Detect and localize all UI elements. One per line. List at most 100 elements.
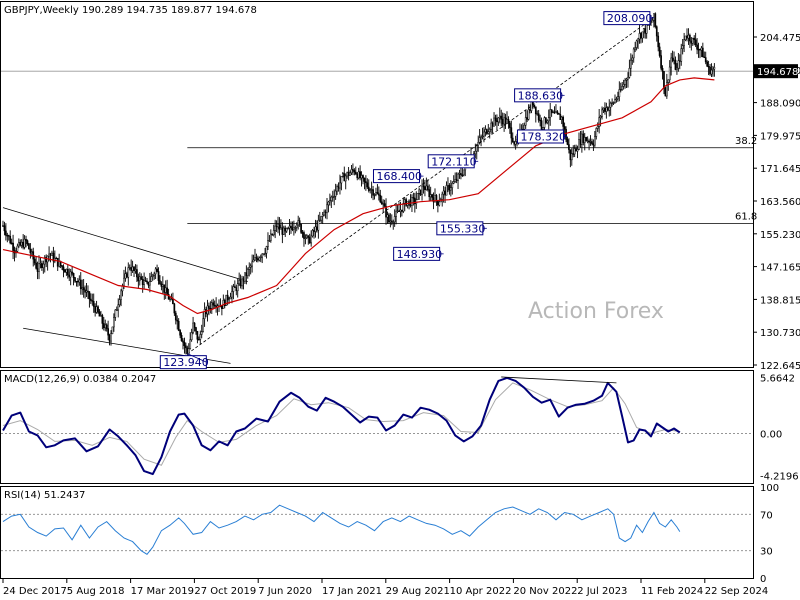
candle-body <box>293 227 295 230</box>
candle-body <box>226 294 229 301</box>
candle-body <box>285 228 288 232</box>
candle-body <box>401 209 403 212</box>
y-tick-label: 130.730 <box>760 328 800 339</box>
candle-body <box>437 200 439 206</box>
candle-body <box>481 135 484 138</box>
macd-signal-line <box>2 382 680 466</box>
candle-body <box>599 116 602 118</box>
candle-body <box>110 333 112 342</box>
candle-body <box>173 303 176 314</box>
x-tick-label: 10 Apr 2022 <box>450 586 512 597</box>
candle-body <box>641 31 644 39</box>
candle-body <box>136 269 138 278</box>
candle-body <box>529 109 531 111</box>
candle-body <box>653 13 655 21</box>
macd-panel <box>1 376 753 476</box>
candle-body <box>360 175 363 179</box>
candle-body <box>190 332 193 341</box>
candle-body <box>180 335 183 342</box>
x-tick-label: 27 Oct 2019 <box>194 586 256 597</box>
candle-body <box>634 47 637 50</box>
candle-body <box>339 182 341 189</box>
candle-body <box>684 35 687 40</box>
candle-body <box>281 227 284 235</box>
x-tick-label: 24 Dec 2017 <box>3 586 67 597</box>
candle-body <box>39 263 42 265</box>
candle-body <box>268 240 271 242</box>
candle-body <box>435 195 438 201</box>
candle-body <box>632 48 635 59</box>
candle-body <box>85 290 88 293</box>
candle-body <box>321 214 324 217</box>
candle-body <box>347 172 350 176</box>
candle-body <box>372 189 374 196</box>
candle-body <box>115 309 118 311</box>
candle-body <box>231 291 233 298</box>
candle-body <box>661 67 664 72</box>
candle-body <box>403 199 406 204</box>
candle-body <box>673 59 675 62</box>
candle-body <box>35 262 37 269</box>
candle-body <box>370 189 373 191</box>
candle-body <box>258 257 261 261</box>
candle-body <box>565 129 567 140</box>
candle-body <box>654 13 657 27</box>
candle-body <box>362 175 364 179</box>
candle-body <box>691 37 694 44</box>
candle-body <box>246 269 249 276</box>
candle-body <box>134 269 137 272</box>
candle-body <box>151 274 154 277</box>
candle-body <box>140 276 143 280</box>
candle-body <box>233 286 236 288</box>
candle-body <box>133 266 135 272</box>
candle-body <box>92 301 95 307</box>
candle-body <box>392 221 395 223</box>
candle-body <box>408 199 410 202</box>
candle-body <box>193 322 196 328</box>
candle-body <box>412 197 415 199</box>
candle-body <box>9 235 12 244</box>
candle-body <box>105 324 108 329</box>
candle-body <box>108 334 111 342</box>
candle-body <box>457 173 459 181</box>
candle-body <box>709 66 711 75</box>
candle-body <box>697 49 700 51</box>
candle-body <box>157 271 160 281</box>
candle-body <box>265 246 268 254</box>
candle-body <box>514 141 517 145</box>
candle-body <box>487 131 490 134</box>
candle-body <box>507 119 510 124</box>
candle-body <box>107 328 109 336</box>
candle-body <box>232 286 235 292</box>
candle-body <box>17 242 20 247</box>
candle-body <box>359 171 361 179</box>
candle-body <box>74 277 76 282</box>
candle-body <box>82 287 85 291</box>
candle-body <box>592 143 595 146</box>
candle-body <box>202 318 205 332</box>
x-tick-label: 7 Jun 2020 <box>258 586 312 597</box>
candle-body <box>297 220 300 226</box>
candle-body <box>451 182 454 189</box>
candle-body <box>84 289 86 293</box>
macd-y-tick-label: -4.2196 <box>760 471 799 482</box>
candle-body <box>111 326 114 334</box>
candle-body <box>356 173 359 179</box>
last-price-text: 194.678 <box>757 67 798 78</box>
candle-body <box>694 39 697 46</box>
candle-body <box>501 119 504 125</box>
candle-body <box>460 173 462 176</box>
candle-body <box>591 141 593 144</box>
candle-body <box>2 225 4 227</box>
candle-body <box>690 40 693 44</box>
candle-body <box>123 277 125 286</box>
candle-body <box>49 253 52 256</box>
candle-body <box>667 79 670 83</box>
candle-body <box>431 194 433 198</box>
candle-body <box>640 33 642 39</box>
candle-body <box>395 210 397 217</box>
candle-body <box>426 185 429 190</box>
candle-body <box>7 235 10 237</box>
candle-body <box>696 44 698 50</box>
candle-body <box>125 273 128 278</box>
